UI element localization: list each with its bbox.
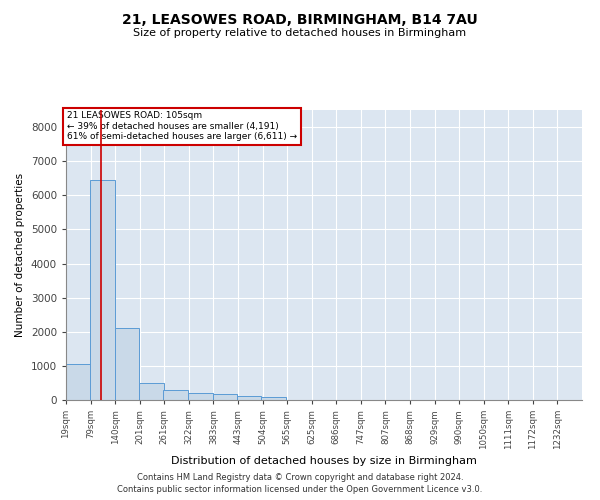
Bar xyxy=(90,180,115,400)
Bar xyxy=(212,394,237,400)
Text: 21 LEASOWES ROAD: 105sqm
← 39% of detached houses are smaller (4,191)
61% of sem: 21 LEASOWES ROAD: 105sqm ← 39% of detach… xyxy=(67,112,297,141)
Bar xyxy=(262,396,286,400)
Bar xyxy=(163,390,188,400)
Text: 21, LEASOWES ROAD, BIRMINGHAM, B14 7AU: 21, LEASOWES ROAD, BIRMINGHAM, B14 7AU xyxy=(122,12,478,26)
Bar xyxy=(139,383,164,400)
Bar xyxy=(66,364,91,400)
Bar xyxy=(115,328,139,400)
Y-axis label: Number of detached properties: Number of detached properties xyxy=(15,173,25,337)
Text: Size of property relative to detached houses in Birmingham: Size of property relative to detached ho… xyxy=(133,28,467,38)
Bar xyxy=(188,393,212,400)
Text: Contains HM Land Registry data © Crown copyright and database right 2024.: Contains HM Land Registry data © Crown c… xyxy=(137,472,463,482)
X-axis label: Distribution of detached houses by size in Birmingham: Distribution of detached houses by size … xyxy=(171,456,477,466)
Text: Contains public sector information licensed under the Open Government Licence v3: Contains public sector information licen… xyxy=(118,485,482,494)
Bar xyxy=(237,396,262,400)
